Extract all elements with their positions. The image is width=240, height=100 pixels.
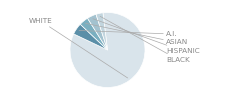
Wedge shape (74, 24, 108, 50)
Text: A.I.: A.I. (79, 30, 178, 37)
Wedge shape (80, 18, 108, 50)
Text: HISPANIC: HISPANIC (93, 19, 200, 54)
Wedge shape (96, 13, 108, 50)
Wedge shape (70, 12, 145, 88)
Text: BLACK: BLACK (100, 16, 190, 62)
Text: ASIAN: ASIAN (86, 23, 188, 46)
Text: WHITE: WHITE (29, 18, 128, 78)
Wedge shape (88, 14, 108, 50)
